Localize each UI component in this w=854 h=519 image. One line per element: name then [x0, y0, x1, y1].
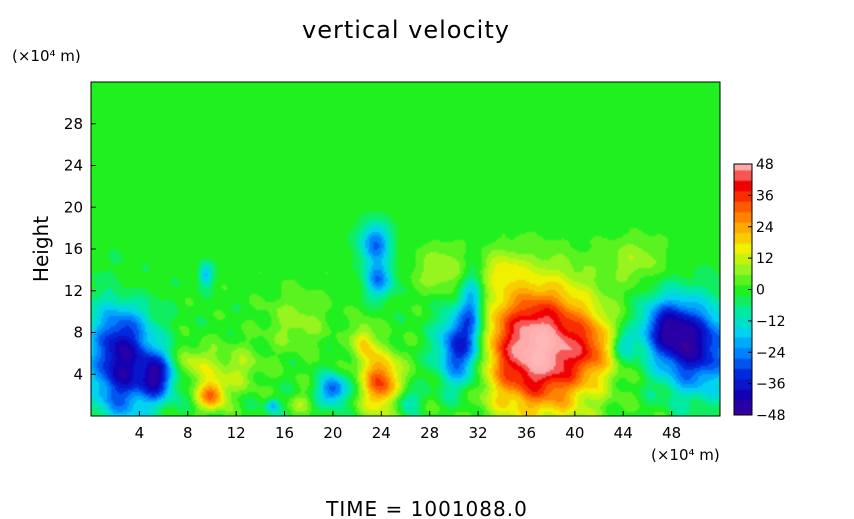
y-axis-label: Height [29, 216, 53, 282]
colorbar-tick-label: 36 [756, 188, 774, 204]
y-tick-label: 20 [64, 198, 83, 216]
y-tick-label: 28 [64, 115, 83, 133]
colorbar-tick-label: −24 [756, 345, 786, 361]
colorbar-tick-label: −48 [756, 408, 786, 424]
x-tick-label: 12 [227, 424, 246, 442]
x-tick-label: 8 [183, 424, 193, 442]
x-tick-label: 40 [565, 424, 584, 442]
chart-title: vertical velocity [302, 16, 510, 44]
x-tick-label: 4 [135, 424, 145, 442]
colorbar-ticks: 48 36 24 12 0 −12 −24 −36 −48 [748, 157, 786, 424]
y-tick-label: 12 [64, 282, 83, 300]
x-tick-label: 24 [372, 424, 391, 442]
y-unit-label: (×10⁴ m) [12, 47, 81, 65]
colorbar-tick-label: −36 [756, 377, 786, 393]
x-axis: 4 8 12 16 20 24 28 32 36 40 44 48 [135, 411, 681, 442]
x-unit-label: (×10⁴ m) [651, 446, 720, 464]
colorbar-tick-label: 24 [756, 220, 774, 236]
colorbar-gradient [734, 164, 752, 415]
x-tick-label: 36 [517, 424, 536, 442]
colorbar-tick-label: 0 [756, 283, 765, 299]
x-tick-label: 48 [662, 424, 681, 442]
y-tick-label: 4 [73, 365, 83, 383]
y-tick-label: 8 [73, 324, 83, 342]
velocity-field [91, 82, 720, 416]
x-tick-label: 32 [469, 424, 488, 442]
x-tick-label: 16 [275, 424, 294, 442]
y-tick-label: 24 [64, 157, 83, 175]
colorbar-tick-label: 12 [756, 251, 774, 267]
y-tick-label: 16 [64, 240, 83, 258]
time-label: TIME = 1001088.0 [325, 497, 528, 519]
x-tick-label: 44 [614, 424, 633, 442]
colorbar: 48 36 24 12 0 −12 −24 −36 −48 [733, 157, 786, 424]
y-axis: 4 8 12 16 20 24 28 [64, 115, 96, 383]
x-tick-label: 28 [420, 424, 439, 442]
x-tick-label: 20 [323, 424, 342, 442]
colorbar-tick-label: −12 [756, 314, 786, 330]
plot-area [90, 81, 721, 417]
colorbar-tick-label: 48 [756, 157, 774, 173]
